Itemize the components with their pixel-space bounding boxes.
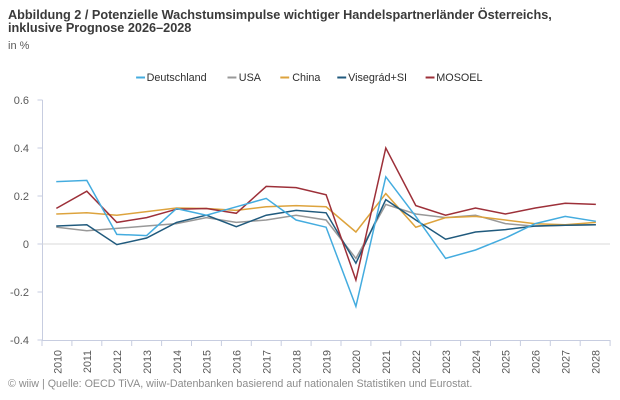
- svg-text:2025: 2025: [501, 350, 513, 374]
- svg-text:2020: 2020: [351, 350, 363, 374]
- svg-text:-0.2: -0.2: [10, 287, 29, 299]
- svg-text:2027: 2027: [561, 350, 573, 374]
- svg-text:2017: 2017: [262, 350, 274, 374]
- svg-text:2010: 2010: [52, 350, 64, 374]
- svg-text:2014: 2014: [172, 350, 184, 374]
- svg-text:0: 0: [23, 239, 29, 251]
- svg-text:0.4: 0.4: [14, 143, 29, 155]
- svg-text:2019: 2019: [321, 350, 333, 374]
- svg-text:0.2: 0.2: [14, 191, 29, 203]
- svg-text:2015: 2015: [202, 350, 214, 374]
- svg-text:2018: 2018: [291, 350, 303, 374]
- svg-text:Visegrád+SI: Visegrád+SI: [348, 72, 407, 84]
- svg-text:2016: 2016: [232, 350, 244, 374]
- svg-text:MOSOEL: MOSOEL: [436, 72, 482, 84]
- svg-text:0.6: 0.6: [14, 95, 29, 107]
- svg-text:USA: USA: [239, 72, 262, 84]
- svg-text:2011: 2011: [82, 350, 94, 373]
- svg-text:2022: 2022: [411, 350, 423, 374]
- svg-text:2028: 2028: [590, 350, 602, 374]
- svg-text:2026: 2026: [531, 350, 543, 374]
- svg-text:Deutschland: Deutschland: [147, 72, 207, 84]
- svg-text:-0.4: -0.4: [10, 335, 29, 347]
- svg-text:China: China: [292, 72, 320, 84]
- svg-text:2012: 2012: [112, 350, 124, 374]
- svg-text:2021: 2021: [381, 350, 393, 374]
- svg-text:2013: 2013: [142, 350, 154, 374]
- svg-text:2024: 2024: [471, 350, 483, 374]
- svg-text:2023: 2023: [441, 350, 453, 374]
